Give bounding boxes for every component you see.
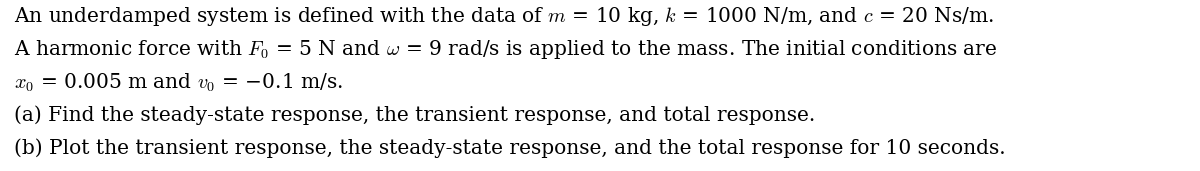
Text: (a) Find the steady-state response, the transient response, and total response.: (a) Find the steady-state response, the … bbox=[14, 105, 816, 125]
Text: $x_0$ = 0.005 m and $v_0$ = −0.1 m/s.: $x_0$ = 0.005 m and $v_0$ = −0.1 m/s. bbox=[14, 72, 343, 94]
Text: (b) Plot the transient response, the steady-state response, and the total respon: (b) Plot the transient response, the ste… bbox=[14, 139, 1006, 158]
Text: A harmonic force with $F_0$ = 5 N and $\omega$ = 9 rad/s is applied to the mass.: A harmonic force with $F_0$ = 5 N and $\… bbox=[14, 38, 997, 62]
Text: An underdamped system is defined with the data of $m$ = 10 kg, $k$ = 1000 N/m, a: An underdamped system is defined with th… bbox=[14, 5, 995, 28]
